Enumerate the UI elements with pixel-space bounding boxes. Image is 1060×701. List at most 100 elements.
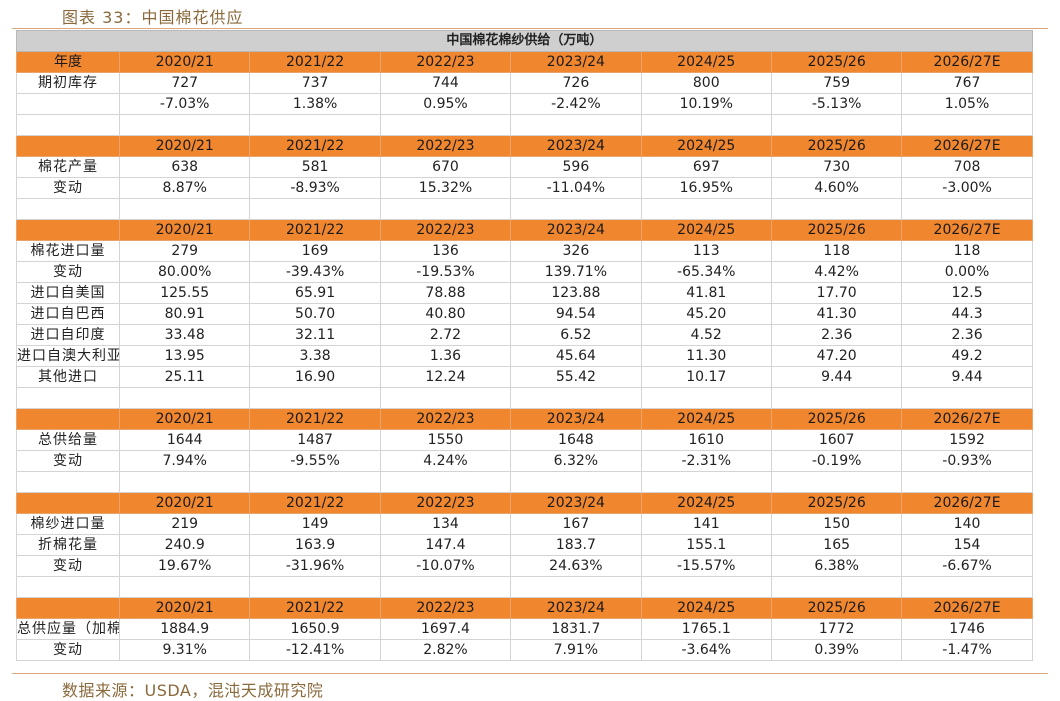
table-cell: 219 — [118, 513, 251, 535]
table-cell: 155.1 — [640, 534, 772, 556]
year-header: 2021/22 — [249, 492, 381, 514]
table-cell: 32.11 — [249, 324, 381, 346]
table-row: 总供给量 1644 1487 1550 1648 1610 1607 1592 — [16, 429, 1033, 451]
year-header: 2025/26 — [770, 219, 903, 241]
year-header: 2025/26 — [770, 408, 903, 430]
empty-cell — [510, 198, 642, 220]
table-cell: 1697.4 — [379, 618, 512, 640]
table-cell: 697 — [640, 156, 772, 178]
year-header: 2022/23 — [379, 219, 512, 241]
table-cell: 3.38 — [249, 345, 381, 367]
table-cell: 4.42% — [770, 261, 903, 283]
table-row: 棉纱进口量 219 149 134 167 141 150 140 — [16, 513, 1033, 535]
table-cell: -8.93% — [249, 177, 381, 199]
year-header: 2020/21 — [118, 492, 251, 514]
table-cell: 150 — [770, 513, 903, 535]
table-cell: 4.60% — [770, 177, 903, 199]
year-header: 2025/26 — [770, 135, 903, 157]
table-cell: -11.04% — [510, 177, 642, 199]
year-header: 2026/27E — [901, 492, 1033, 514]
row-label: 变动 — [16, 261, 120, 283]
table-cell: 118 — [770, 240, 903, 262]
empty-cell — [379, 114, 512, 136]
table-cell: 33.48 — [118, 324, 251, 346]
table-cell: 113 — [640, 240, 772, 262]
table-cell: 1610 — [640, 429, 772, 451]
table-cell: 139.71% — [510, 261, 642, 283]
table-row: 变动 7.94% -9.55% 4.24% 6.32% -2.31% -0.19% -0.93… — [16, 450, 1033, 472]
year-header: 2024/25 — [640, 492, 772, 514]
table-cell: 41.81 — [640, 282, 772, 304]
table-row: 进口自巴西 80.91 50.70 40.80 94.54 45.20 41.30 44.3 — [16, 303, 1033, 325]
table-cell: 279 — [118, 240, 251, 262]
table-cell: 1746 — [901, 618, 1033, 640]
empty-cell — [249, 114, 381, 136]
empty-cell — [379, 471, 512, 493]
year-header: 2026/27E — [901, 597, 1033, 619]
table-cell: -12.41% — [249, 639, 381, 661]
section-header-row: 2020/21 2021/22 2022/23 2023/24 2024/25 2025/… — [16, 597, 1033, 619]
table-cell: -2.42% — [510, 93, 642, 115]
empty-cell — [249, 198, 381, 220]
table-row: 折棉花量 240.9 163.9 147.4 183.7 155.1 165 154 — [16, 534, 1033, 556]
table-cell: 10.19% — [640, 93, 772, 115]
year-header: 2022/23 — [379, 408, 512, 430]
empty-cell — [379, 576, 512, 598]
table-cell: 78.88 — [379, 282, 512, 304]
table-cell: 744 — [379, 72, 512, 94]
table-row: -7.03% 1.38% 0.95% -2.42% 10.19% -5.13% 1.05% — [16, 93, 1033, 115]
table-cell: 6.52 — [510, 324, 642, 346]
year-header: 2020/21 — [118, 51, 251, 73]
year-header: 2022/23 — [379, 492, 512, 514]
table-row: 变动 9.31% -12.41% 2.82% 7.91% -3.64% 0.39% -1.47… — [16, 639, 1033, 661]
spacer-row — [16, 471, 1033, 493]
table-cell: 45.64 — [510, 345, 642, 367]
year-header: 2024/25 — [640, 219, 772, 241]
table-cell: 1.38% — [249, 93, 381, 115]
table-cell: 1.36 — [379, 345, 512, 367]
table-cell: 1.05% — [901, 93, 1033, 115]
table-cell: 165 — [770, 534, 903, 556]
table-cell: 1550 — [379, 429, 512, 451]
year-header: 2024/25 — [640, 597, 772, 619]
table-cell: 41.30 — [770, 303, 903, 325]
table-cell: 708 — [901, 156, 1033, 178]
row-label: 棉花进口量 — [16, 240, 120, 262]
row-label: 变动 — [16, 555, 120, 577]
year-header: 2025/26 — [770, 492, 903, 514]
empty-cell — [249, 576, 381, 598]
table-row: 棉花进口量 279 169 136 326 113 118 118 — [16, 240, 1033, 262]
table-cell: 123.88 — [510, 282, 642, 304]
empty-cell — [510, 576, 642, 598]
year-header: 2022/23 — [379, 135, 512, 157]
empty-cell — [901, 114, 1033, 136]
year-header: 2026/27E — [901, 219, 1033, 241]
table-cell: 136 — [379, 240, 512, 262]
table-cell: 19.67% — [118, 555, 251, 577]
empty-cell — [16, 114, 120, 136]
empty-cell — [640, 576, 772, 598]
table-cell: -5.13% — [770, 93, 903, 115]
table-cell: 7.91% — [510, 639, 642, 661]
row-label: 进口自印度 — [16, 324, 120, 346]
table-cell: -39.43% — [249, 261, 381, 283]
empty-cell — [16, 198, 120, 220]
table-row: 进口自美国 125.55 65.91 78.88 123.88 41.81 17.70 12.… — [16, 282, 1033, 304]
empty-cell — [16, 576, 120, 598]
table-cell: 24.63% — [510, 555, 642, 577]
table-row: 棉花产量 638 581 670 596 697 730 708 — [16, 156, 1033, 178]
table-cell: 0.39% — [770, 639, 903, 661]
empty-cell — [770, 198, 903, 220]
section-header-row: 2020/21 2021/22 2022/23 2023/24 2024/25 2025/… — [16, 135, 1033, 157]
empty-cell — [640, 471, 772, 493]
empty-cell — [901, 576, 1033, 598]
table-cell: -0.93% — [901, 450, 1033, 472]
table-cell: 12.24 — [379, 366, 512, 388]
table-cell: -15.57% — [640, 555, 772, 577]
table-title: 中国棉花棉纱供给（万吨） — [16, 30, 1033, 52]
year-header: 2020/21 — [118, 219, 251, 241]
table-cell: -7.03% — [118, 93, 251, 115]
table-row: 进口自澳大利亚 13.95 3.38 1.36 45.64 11.30 47.20 49.2 — [16, 345, 1033, 367]
table-cell: 0.00% — [901, 261, 1033, 283]
empty-cell — [510, 387, 642, 409]
